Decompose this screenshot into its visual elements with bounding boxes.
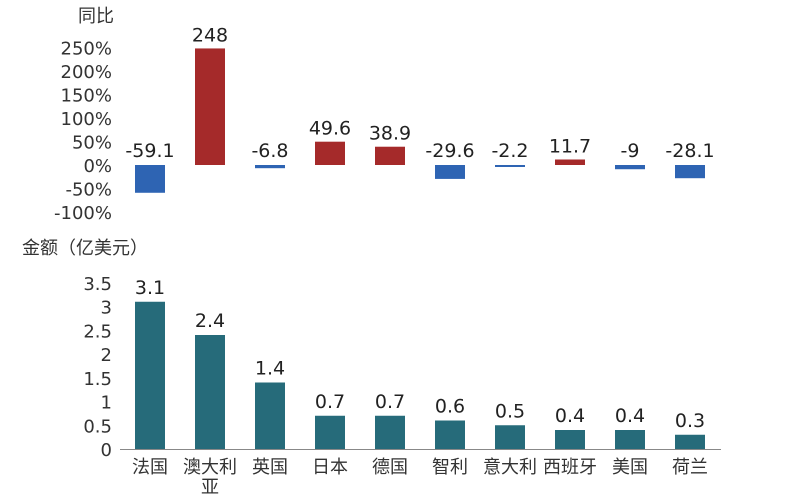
x-category-label: 亚 [201, 477, 219, 498]
bottom-y-tick-label: 3 [101, 298, 112, 319]
top-data-label: -2.2 [491, 140, 528, 162]
x-category-label: 德国 [372, 457, 408, 478]
top-data-label: 248 [192, 24, 228, 46]
top-data-label: -59.1 [125, 140, 174, 162]
x-category-label: 意大利 [483, 457, 537, 478]
top-bar [675, 165, 705, 179]
bottom-data-label: 0.5 [495, 400, 525, 422]
bottom-bar [375, 415, 405, 449]
bottom-bar [675, 434, 705, 449]
top-data-label: -28.1 [665, 140, 714, 162]
bottom-bar [435, 420, 465, 449]
bottom-data-label: 0.7 [375, 391, 405, 413]
top-data-label: 38.9 [369, 123, 411, 145]
bottom-y-tick-label: 2 [101, 345, 112, 366]
bottom-y-tick-label: 0.5 [83, 416, 112, 437]
bottom-bar [495, 425, 525, 449]
top-bar [135, 165, 165, 193]
x-category-label: 美国 [612, 457, 648, 478]
bottom-data-label: 0.4 [615, 405, 645, 427]
x-category-label: 西班牙 [543, 457, 597, 478]
x-category-label: 英国 [252, 457, 288, 478]
top-bar [555, 159, 585, 165]
top-bar [255, 165, 285, 169]
top-y-tick-label: -100% [54, 203, 112, 224]
bottom-data-label: 3.1 [135, 277, 165, 299]
x-category-label: 智利 [432, 457, 468, 478]
bottom-bar [255, 382, 285, 449]
top-chart-ylabel: 同比 [78, 6, 114, 27]
bottom-bar [615, 430, 645, 449]
top-y-tick-label: 0% [83, 156, 112, 177]
bottom-bar [135, 301, 165, 449]
bottom-data-label: 2.4 [195, 310, 225, 332]
bottom-y-tick-label: 0 [101, 440, 112, 461]
top-y-tick-label: 50% [72, 133, 112, 154]
x-category-label: 日本 [312, 457, 348, 478]
top-y-tick-label: 250% [61, 39, 112, 60]
bottom-y-tick-label: 1 [101, 393, 112, 414]
x-category-label: 澳大利 [183, 457, 237, 478]
top-bar [435, 165, 465, 179]
x-category-label: 荷兰 [672, 457, 708, 478]
bottom-y-tick-label: 3.5 [83, 274, 112, 295]
top-data-label: 11.7 [549, 136, 591, 158]
bottom-bar [315, 415, 345, 449]
bottom-y-tick-label: 2.5 [83, 321, 112, 342]
bottom-data-label: 1.4 [255, 358, 285, 380]
bottom-data-label: 0.3 [675, 410, 705, 432]
top-y-tick-label: 200% [61, 62, 112, 83]
top-data-label: 49.6 [309, 118, 351, 140]
bottom-chart-ylabel: 金额（亿美元） [22, 238, 148, 259]
x-category-label: 法国 [132, 457, 168, 478]
top-bar [615, 165, 645, 170]
top-y-tick-label: 100% [61, 109, 112, 130]
top-bar [375, 146, 405, 165]
bottom-y-tick-label: 1.5 [83, 369, 112, 390]
bottom-data-label: 0.7 [315, 391, 345, 413]
top-y-tick-label: -50% [65, 180, 112, 201]
bottom-data-label: 0.4 [555, 405, 585, 427]
top-data-label: -6.8 [251, 140, 288, 162]
top-y-tick-label: 150% [61, 86, 112, 107]
top-bar [315, 141, 345, 165]
bottom-data-label: 0.6 [435, 396, 465, 418]
top-bar [195, 48, 225, 165]
bottom-bar [555, 430, 585, 449]
top-data-label: -29.6 [425, 140, 474, 162]
top-data-label: -9 [621, 140, 640, 162]
bottom-bar [195, 335, 225, 449]
top-bar [495, 165, 525, 167]
